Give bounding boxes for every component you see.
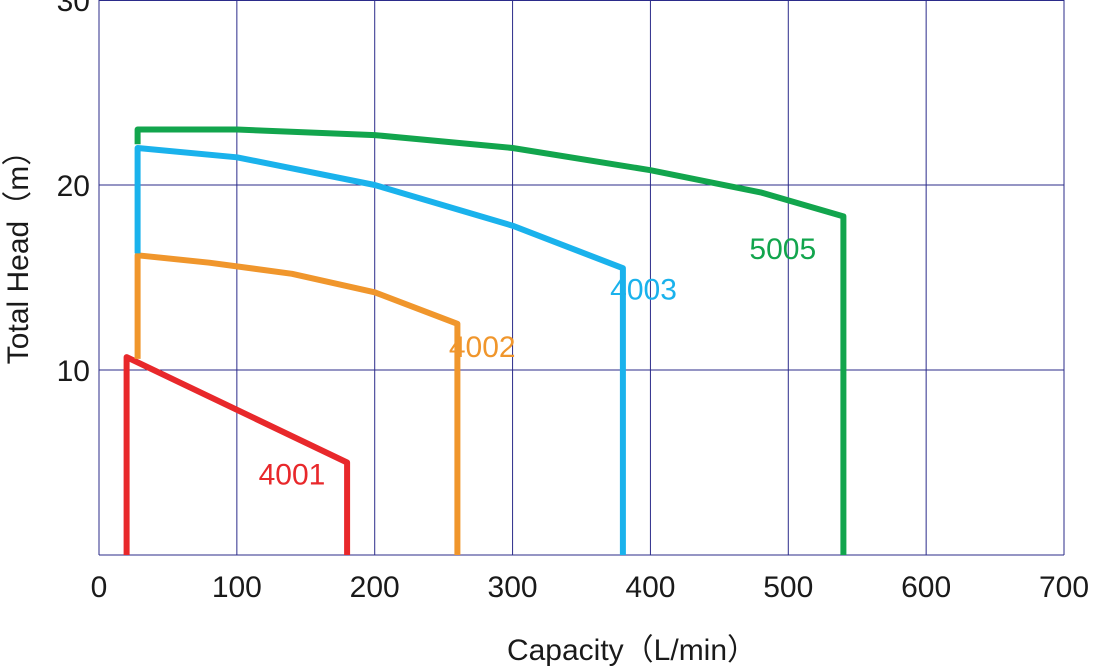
x-tick-label: 200 (350, 571, 400, 604)
plot-area (99, 0, 1064, 555)
x-tick-label: 500 (763, 571, 813, 604)
y-tick-label: 30 (57, 0, 90, 18)
series-labels: 4001 4002 4003 5005 (259, 233, 817, 492)
x-axis-title: Capacity（L/min） (507, 634, 757, 667)
x-tick-label: 300 (488, 571, 538, 604)
series-label-4002: 4002 (449, 331, 516, 364)
series-label-4003: 4003 (610, 274, 677, 307)
series-line-4003 (134, 145, 626, 555)
x-tick-label: 0 (91, 571, 108, 604)
x-tick-label: 600 (901, 571, 951, 604)
series-label-5005: 5005 (749, 233, 816, 266)
series-line-4001 (123, 354, 351, 555)
y-tick-label: 20 (57, 170, 90, 203)
y-axis-title: Total Head（m） (2, 136, 35, 364)
series-line-4002 (134, 252, 461, 555)
grid (98, 0, 1065, 556)
series-label-4001: 4001 (259, 459, 326, 492)
tick-labels: 0 100 200 300 400 500 600 700 10 20 30 (57, 0, 1089, 604)
series-lines (123, 126, 847, 555)
y-tick-label: 10 (57, 355, 90, 388)
x-tick-label: 100 (212, 571, 262, 604)
x-tick-label: 400 (625, 571, 675, 604)
series-line-5005 (134, 126, 847, 555)
x-tick-label: 700 (1039, 571, 1089, 604)
